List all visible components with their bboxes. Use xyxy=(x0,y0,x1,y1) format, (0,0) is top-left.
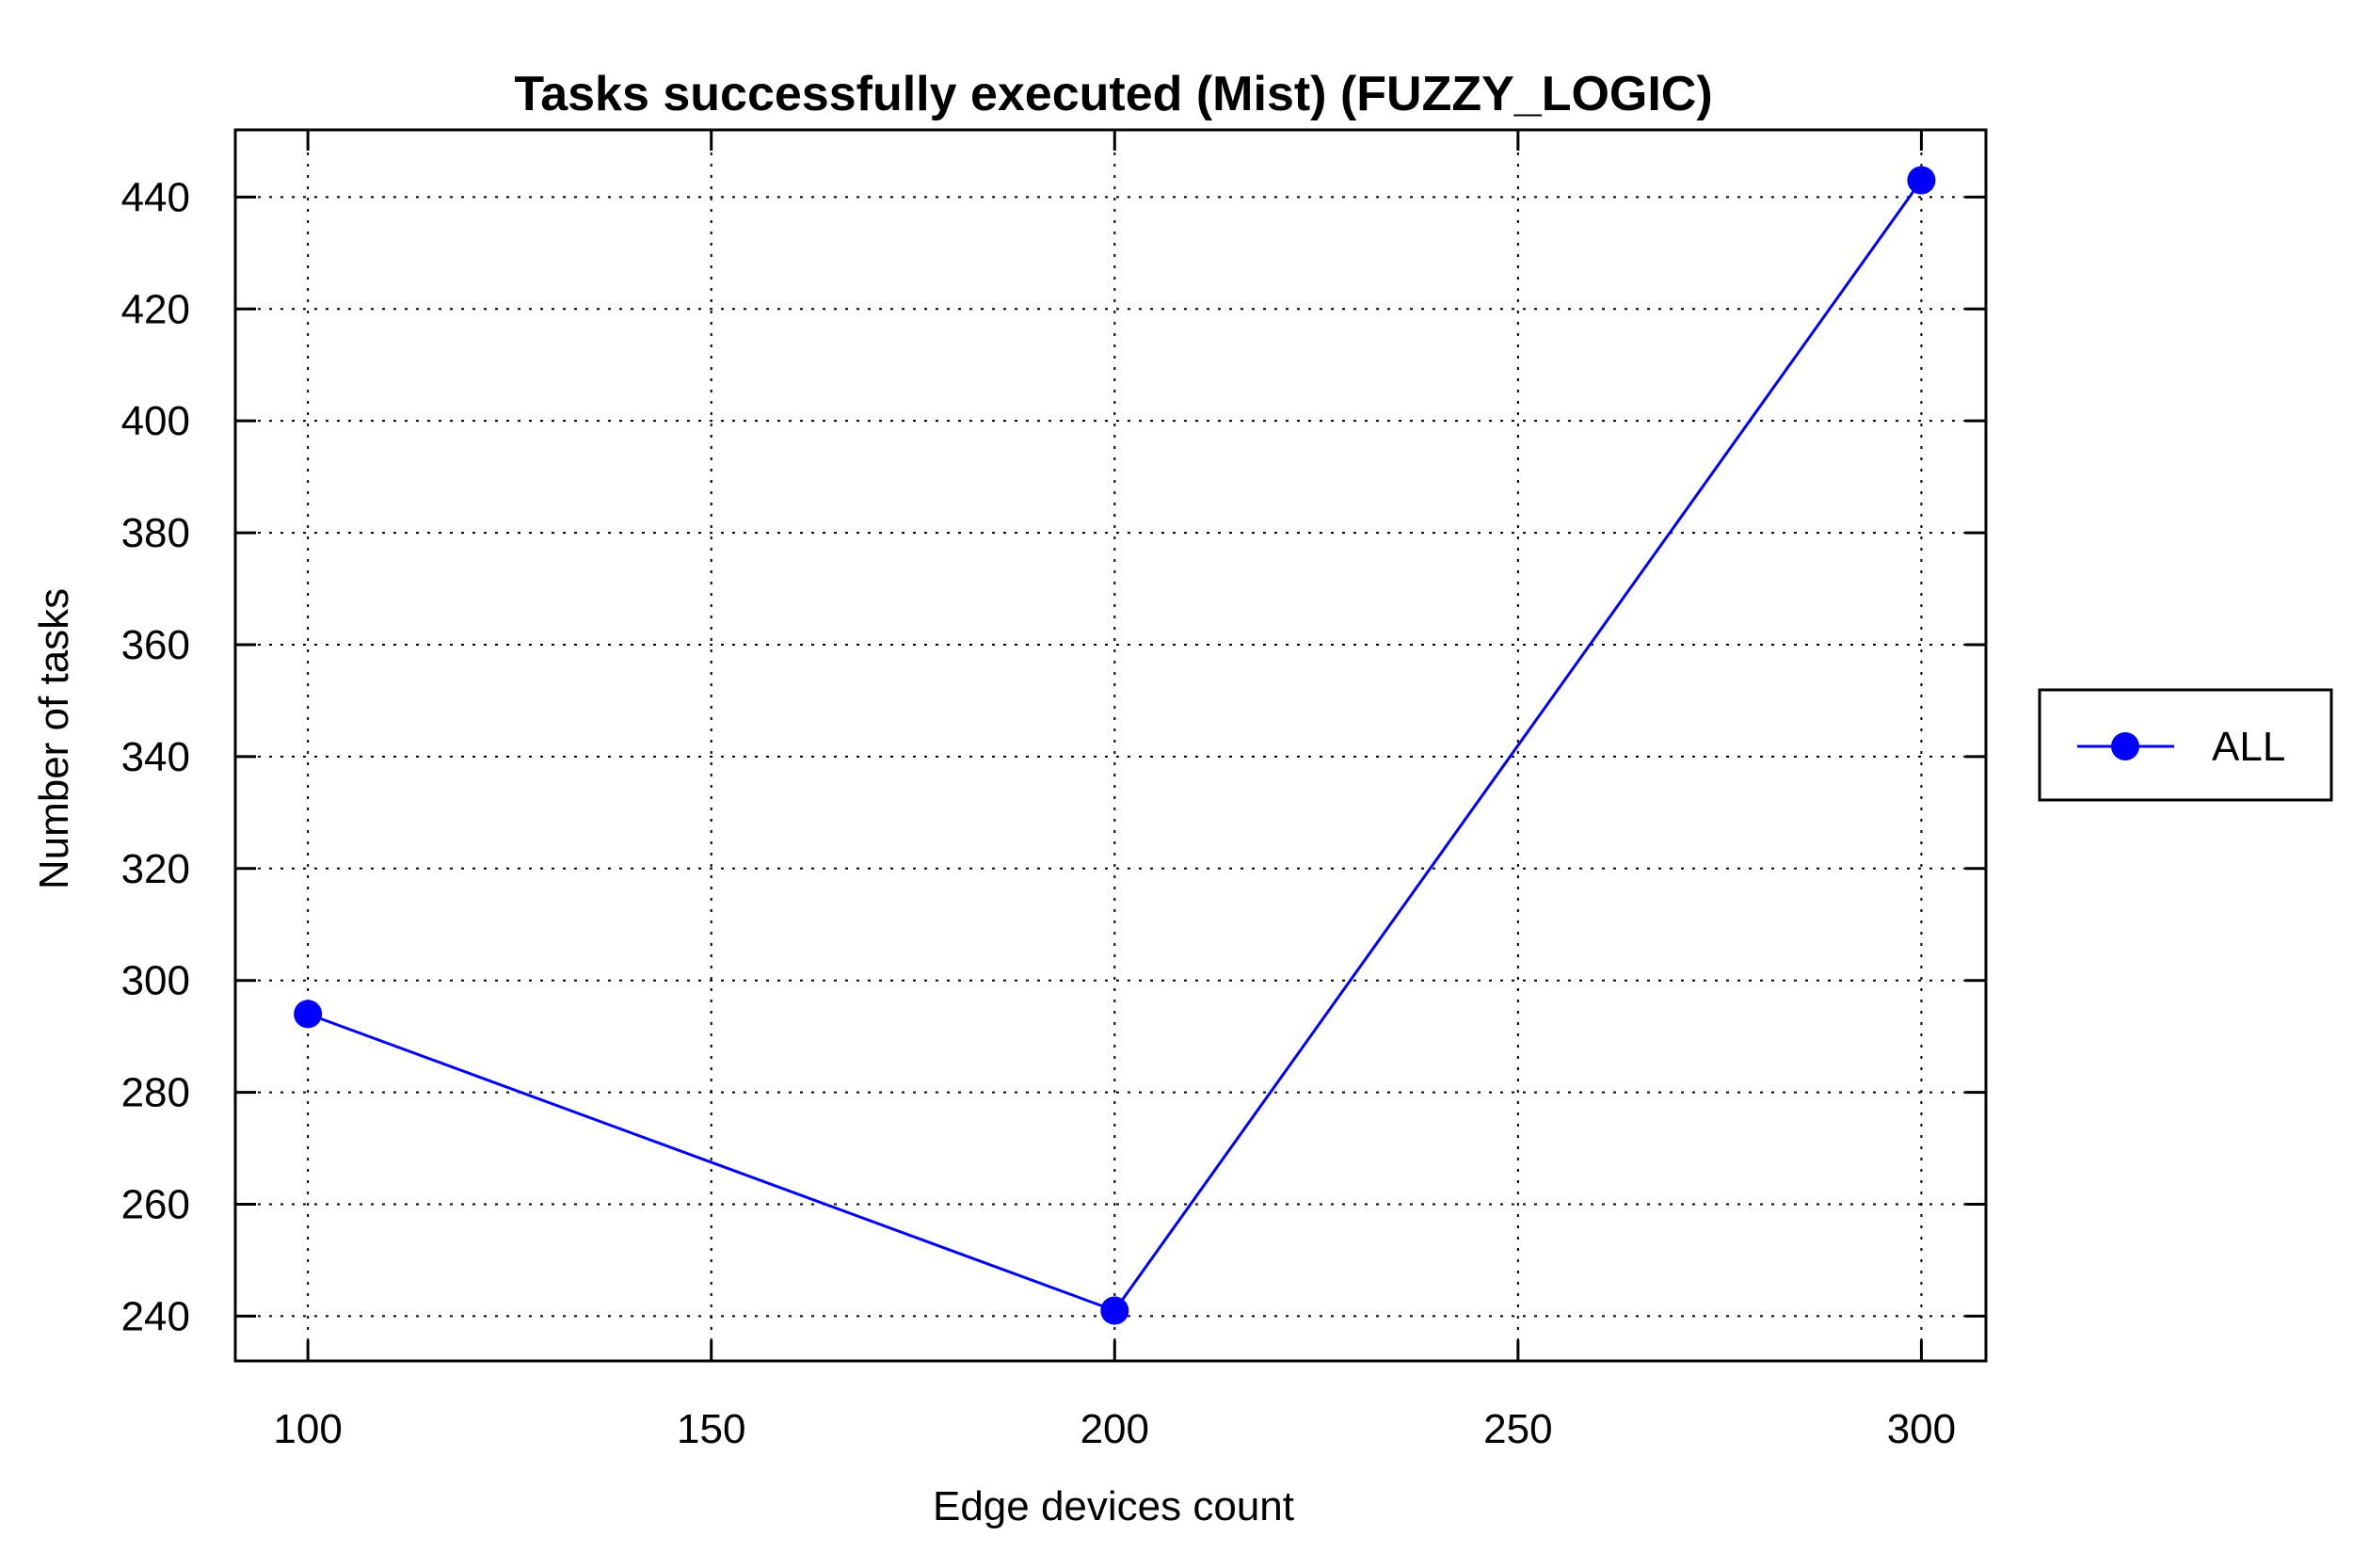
grid xyxy=(235,130,1986,1361)
y-tick-label: 420 xyxy=(121,286,190,332)
axes: 100 150 200 250 300 240 260 280 300 320 340 360 380 4… xyxy=(121,128,1988,1452)
legend-label: ALL xyxy=(2212,724,2285,770)
y-tick-label: 360 xyxy=(121,622,190,668)
chart-title: Tasks successfully executed (Mist) (FUZZ… xyxy=(514,67,1712,121)
x-axis-label: Edge devices count xyxy=(933,1483,1294,1529)
x-tick-label: 300 xyxy=(1887,1406,1956,1452)
y-tick-label: 380 xyxy=(121,510,190,556)
plot-frame xyxy=(233,128,1988,1363)
data-point xyxy=(1907,166,1936,195)
y-tick-label: 280 xyxy=(121,1070,190,1116)
y-tick-label: 440 xyxy=(121,174,190,220)
x-tick-label: 200 xyxy=(1080,1406,1149,1452)
legend: ALL xyxy=(2038,688,2333,802)
x-tick-label: 150 xyxy=(677,1406,745,1452)
y-tick-label: 260 xyxy=(121,1182,190,1228)
legend-marker-swatch xyxy=(2111,732,2139,760)
y-tick-label: 340 xyxy=(121,734,190,780)
y-tick-label: 320 xyxy=(121,846,190,892)
data-point xyxy=(294,1000,323,1029)
y-tick-label: 300 xyxy=(121,958,190,1004)
y-tick-label: 240 xyxy=(121,1293,190,1339)
y-axis-label: Number of tasks xyxy=(31,588,77,889)
y-tick-label: 400 xyxy=(121,398,190,444)
series-layer xyxy=(294,166,1936,1325)
data-point xyxy=(1100,1296,1129,1325)
x-tick-label: 100 xyxy=(273,1406,342,1452)
x-tick-label: 250 xyxy=(1483,1406,1552,1452)
